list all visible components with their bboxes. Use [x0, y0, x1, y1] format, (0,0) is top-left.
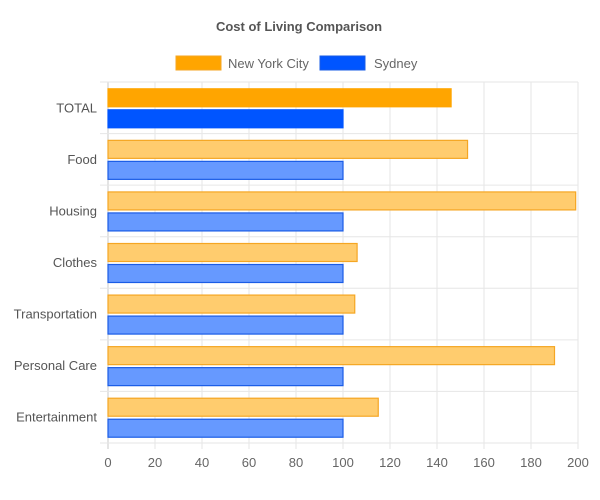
- legend: New York City Sydney: [175, 55, 418, 71]
- category-label-housing: Housing: [49, 203, 97, 218]
- category-axis: TOTAL Food Housing Clothes Transportation Per…: [14, 100, 98, 424]
- legend-item-sydney[interactable]: Sydney: [319, 55, 418, 71]
- x-tick-label-60: 60: [242, 455, 256, 470]
- x-tick-label-100: 100: [332, 455, 354, 470]
- bar-sydney-housing[interactable]: [107, 212, 344, 232]
- x-tick-label-40: 40: [195, 455, 209, 470]
- bar-new-york-city-personal-care[interactable]: [107, 346, 556, 366]
- x-tick-label-160: 160: [473, 455, 495, 470]
- category-label-transportation: Transportation: [14, 307, 97, 322]
- x-tick-label-0: 0: [104, 455, 111, 470]
- bar-sydney-clothes[interactable]: [107, 263, 344, 284]
- bar-sydney-food[interactable]: [107, 160, 344, 180]
- bar-new-york-city-housing[interactable]: [107, 191, 577, 211]
- legend-item-new-york-city[interactable]: New York City: [175, 55, 309, 71]
- category-label-personal-care: Personal Care: [14, 358, 97, 373]
- bars: [107, 88, 577, 438]
- bar-sydney-entertainment[interactable]: [107, 418, 344, 438]
- x-tick-label-120: 120: [379, 455, 401, 470]
- legend-label-sydney: Sydney: [374, 56, 418, 71]
- x-tick-label-20: 20: [148, 455, 162, 470]
- bar-new-york-city-transportation[interactable]: [107, 294, 356, 314]
- category-label-total: TOTAL: [56, 100, 97, 115]
- category-label-food: Food: [67, 152, 97, 167]
- x-tick-label-200: 200: [567, 455, 589, 470]
- chart-title: Cost of Living Comparison: [216, 19, 382, 34]
- bar-sydney-transportation[interactable]: [107, 315, 344, 335]
- x-tick-label-180: 180: [520, 455, 542, 470]
- legend-swatch-new-york-city: [175, 55, 222, 71]
- bar-new-york-city-food[interactable]: [107, 139, 469, 159]
- bar-new-york-city-total[interactable]: [107, 88, 452, 108]
- bar-sydney-personal-care[interactable]: [107, 367, 344, 387]
- x-tick-label-140: 140: [426, 455, 448, 470]
- legend-label-new-york-city: New York City: [228, 56, 309, 71]
- legend-swatch-sydney: [319, 55, 366, 71]
- category-label-entertainment: Entertainment: [16, 410, 97, 425]
- x-tick-label-80: 80: [289, 455, 303, 470]
- category-label-clothes: Clothes: [53, 255, 98, 270]
- value-axis: 0 20 40 60 80 100 120 140 160 180 200: [104, 455, 588, 470]
- bar-new-york-city-entertainment[interactable]: [107, 397, 379, 417]
- bar-sydney-total[interactable]: [107, 109, 344, 129]
- bar-new-york-city-clothes[interactable]: [107, 242, 358, 263]
